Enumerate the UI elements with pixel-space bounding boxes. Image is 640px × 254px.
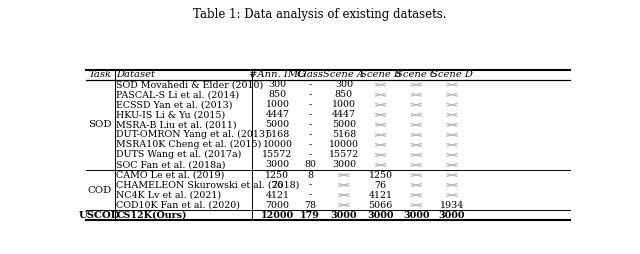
Text: ECSSD Yan et al. (2013): ECSSD Yan et al. (2013) [116,100,233,109]
Text: 850: 850 [268,90,287,99]
Text: Scene D: Scene D [431,70,473,79]
Text: 1000: 1000 [266,100,289,109]
Text: 3000: 3000 [439,211,465,220]
Text: SOD: SOD [88,120,111,129]
Text: 76: 76 [271,181,284,189]
Text: 3000: 3000 [403,211,429,220]
Text: Class: Class [296,70,324,79]
Text: 4447: 4447 [266,110,289,119]
Text: -: - [308,181,312,189]
Text: #Ann. IMG: #Ann. IMG [249,70,306,79]
Text: DUT-OMRON Yang et al. (2013): DUT-OMRON Yang et al. (2013) [116,130,269,139]
Text: SOD Movahedi & Elder (2010): SOD Movahedi & Elder (2010) [116,80,264,89]
Text: 5000: 5000 [332,120,356,129]
Text: 850: 850 [335,90,353,99]
Text: 300: 300 [335,80,353,89]
Text: USCOD: USCOD [79,211,120,220]
Text: 1934: 1934 [440,201,464,210]
Text: 4121: 4121 [369,190,392,200]
Text: SOC Fan et al. (2018a): SOC Fan et al. (2018a) [116,161,226,169]
Text: -: - [308,150,312,160]
Text: Scene A: Scene A [323,70,364,79]
Text: 3000: 3000 [331,211,357,220]
Text: 5066: 5066 [369,201,393,210]
Text: Task: Task [88,70,111,79]
Text: -: - [308,110,312,119]
Text: Dataset: Dataset [116,70,156,79]
Text: 78: 78 [304,201,316,210]
Text: 10000: 10000 [262,140,292,149]
Text: 7000: 7000 [266,201,289,210]
Text: 3000: 3000 [332,161,356,169]
Text: -: - [308,190,312,200]
Text: NC4K Lv et al. (2021): NC4K Lv et al. (2021) [116,190,221,200]
Text: -: - [308,130,312,139]
Text: 3000: 3000 [266,161,289,169]
Text: Scene B: Scene B [360,70,401,79]
Text: Table 1: Data analysis of existing datasets.: Table 1: Data analysis of existing datas… [193,8,447,21]
Text: 179: 179 [300,211,320,220]
Text: 5000: 5000 [266,120,289,129]
Text: 15572: 15572 [329,150,359,160]
Text: -: - [308,90,312,99]
Text: HKU-IS Li & Yu (2015): HKU-IS Li & Yu (2015) [116,110,225,119]
Text: 3000: 3000 [367,211,394,220]
Text: CAMO Le et al. (2019): CAMO Le et al. (2019) [116,170,225,180]
Text: 5168: 5168 [266,130,289,139]
Text: 4121: 4121 [266,190,289,200]
Text: 8: 8 [307,170,313,180]
Text: Scene C: Scene C [396,70,437,79]
Text: DUTS Wang et al. (2017a): DUTS Wang et al. (2017a) [116,150,241,160]
Text: CS12K(Ours): CS12K(Ours) [116,211,187,220]
Text: 1250: 1250 [369,170,392,180]
Text: 12000: 12000 [261,211,294,220]
Text: 5168: 5168 [332,130,356,139]
Text: 1000: 1000 [332,100,356,109]
Text: CHAMELEON Skurowski et al. (2018): CHAMELEON Skurowski et al. (2018) [116,181,300,189]
Text: 76: 76 [374,181,387,189]
Text: 80: 80 [304,161,316,169]
Text: 4447: 4447 [332,110,356,119]
Text: COD: COD [88,186,112,195]
Text: PASCAL-S Li et al. (2014): PASCAL-S Li et al. (2014) [116,90,239,99]
Text: MSRA-B Liu et al. (2011): MSRA-B Liu et al. (2011) [116,120,237,129]
Text: COD10K Fan et al. (2020): COD10K Fan et al. (2020) [116,201,240,210]
Text: MSRA10K Cheng et al. (2015): MSRA10K Cheng et al. (2015) [116,140,262,149]
Text: -: - [308,140,312,149]
Text: -: - [308,80,312,89]
Text: 300: 300 [268,80,287,89]
Text: -: - [308,100,312,109]
Text: 10000: 10000 [329,140,359,149]
Text: 15572: 15572 [262,150,292,160]
Text: 1250: 1250 [266,170,289,180]
Text: -: - [308,120,312,129]
